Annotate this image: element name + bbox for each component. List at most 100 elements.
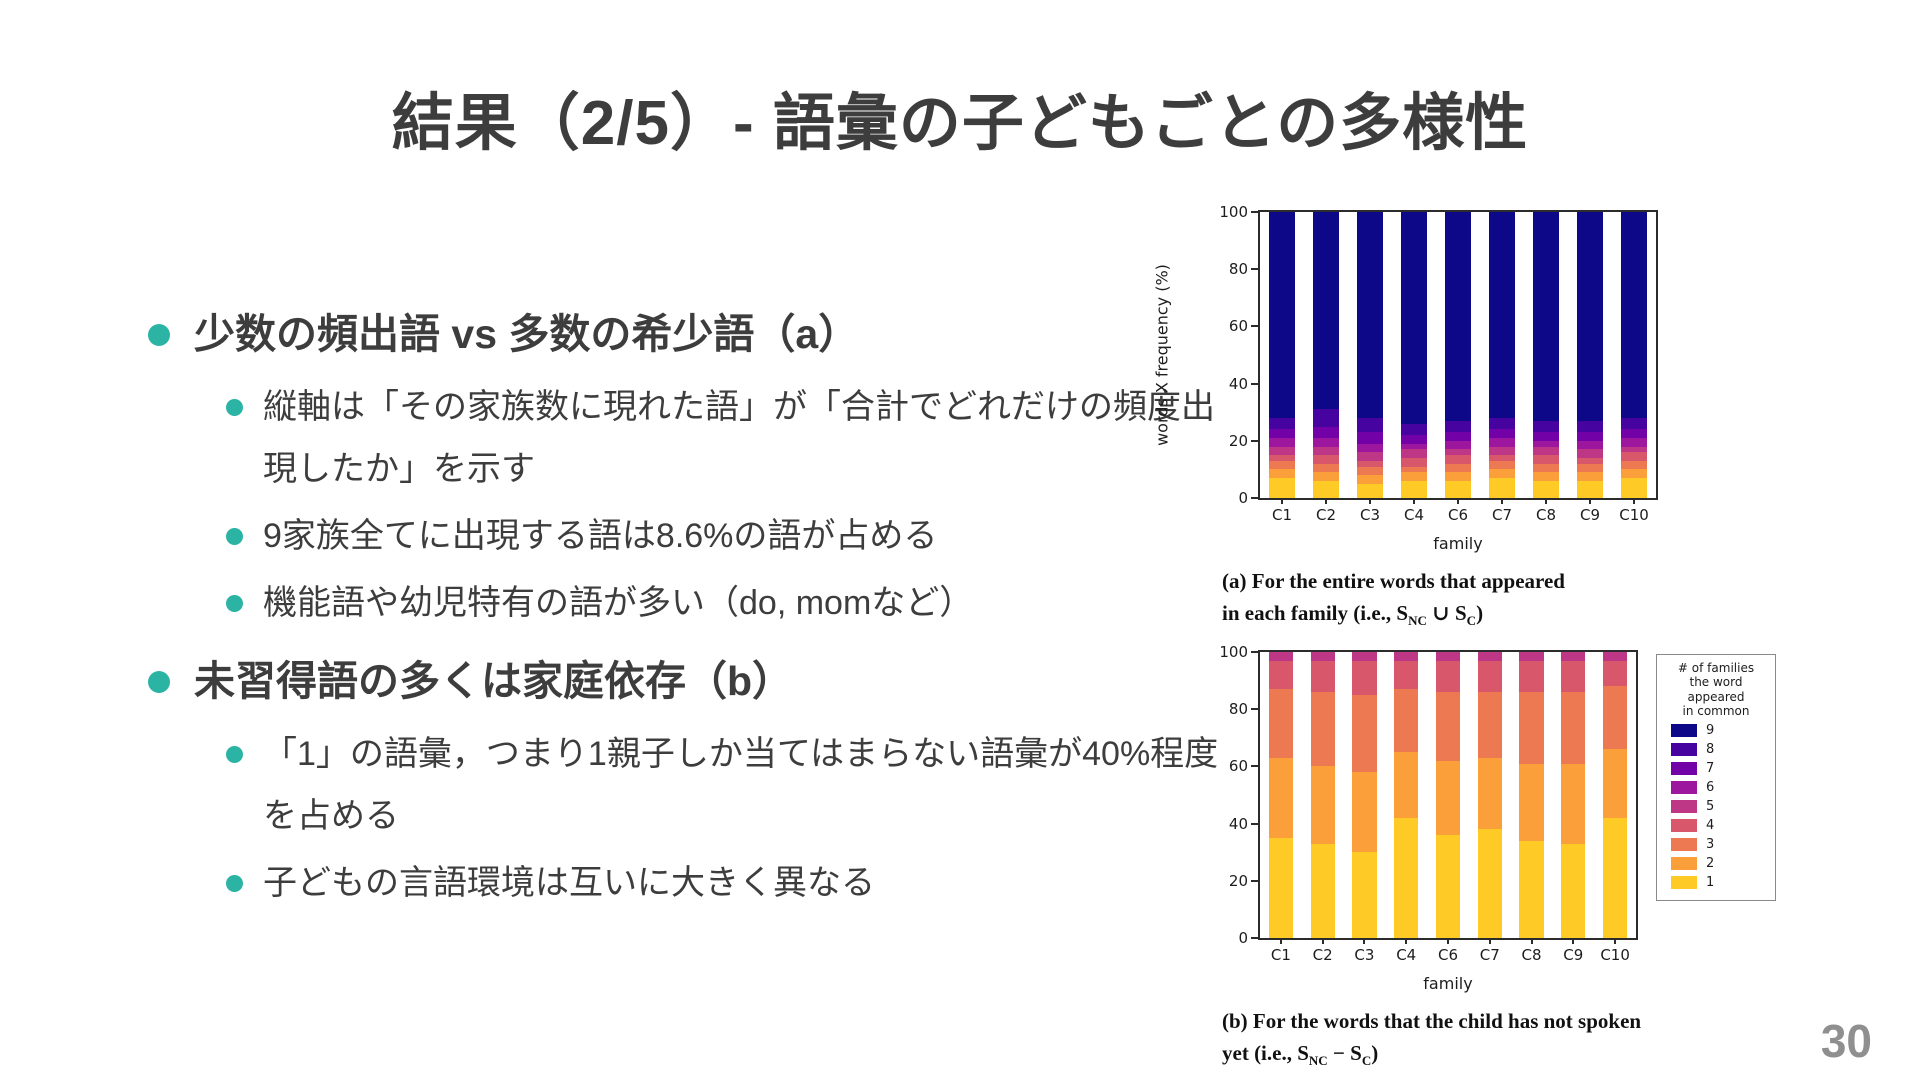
bar-segment-5	[1445, 449, 1471, 456]
chart-b-caption: (b) For the words that the child has not…	[1222, 1006, 1782, 1070]
bar-segment-1	[1352, 852, 1377, 938]
stacked-bar-C2	[1313, 212, 1339, 498]
x-tick-mark	[1530, 938, 1533, 944]
bar-segment-1	[1310, 843, 1335, 938]
y-tick-mark	[1251, 268, 1259, 271]
bar-segment-6	[1445, 440, 1471, 450]
bar-segment-3	[1477, 692, 1502, 758]
caption-line: yet (i.e., SNC − SC)	[1222, 1038, 1782, 1071]
y-tick-label: 0	[1238, 929, 1248, 947]
bar-segment-6	[1313, 437, 1339, 447]
legend-title: appeared	[1687, 689, 1745, 704]
x-tick-label: C8	[1535, 506, 1556, 524]
stacked-bar-C1	[1269, 212, 1295, 498]
list-item: 子どもの言語環境は互いに大きく異なる	[226, 852, 1228, 915]
bar-segment-9	[1269, 212, 1295, 418]
caption-line: in each family (i.e., SNC ∪ SC)	[1222, 598, 1742, 631]
caption-text: )	[1371, 1040, 1379, 1065]
caption-text: ∪ S	[1426, 600, 1467, 625]
bar-segment-1	[1519, 840, 1544, 938]
stacked-bar-C8	[1519, 652, 1544, 938]
y-tick-mark	[1251, 765, 1259, 768]
page-number: 30	[1820, 1015, 1872, 1067]
y-tick-label: 20	[1228, 871, 1248, 890]
chart-a-y-axis-label: words X frequency (%)	[1152, 264, 1172, 446]
stacked-bar-C9	[1577, 212, 1603, 498]
bar-segment-1	[1435, 835, 1461, 938]
bar-segment-4	[1602, 660, 1628, 687]
bar-segment-8	[1401, 423, 1427, 436]
x-tick-label: C6	[1447, 506, 1469, 524]
x-tick-label: C2	[1315, 506, 1337, 524]
bar-segment-3	[1602, 686, 1628, 750]
bar-segment-2	[1489, 469, 1515, 478]
bar-segment-1	[1533, 480, 1559, 498]
page-title: 結果（2/5）- 語彙の子どもごとの多様性	[391, 89, 1529, 158]
bar-segment-7	[1533, 432, 1559, 441]
bar-segment-4	[1533, 455, 1559, 464]
bar-segment-7	[1621, 429, 1647, 438]
legend-title: # of families	[1677, 661, 1755, 675]
legend-label: 2	[1706, 855, 1715, 871]
list-item: 未習得語の多くは家庭依存（b）	[148, 651, 1228, 713]
bar-segment-9	[1621, 212, 1647, 418]
bar-segment-1	[1602, 817, 1628, 938]
bar-segment-5	[1519, 652, 1544, 661]
legend-entry: 4	[1671, 818, 1771, 833]
bar-segment-5	[1310, 652, 1335, 661]
x-tick-label: C10	[1600, 946, 1630, 964]
x-tick-label: C2	[1312, 946, 1333, 964]
bullet-text: 9家族全てに出現する語は8.6%の語が占める	[263, 517, 938, 556]
caption-text: − S	[1327, 1040, 1362, 1065]
legend-entry: 6	[1671, 780, 1771, 795]
legend-swatch	[1671, 875, 1697, 889]
y-tick-mark	[1251, 325, 1259, 328]
stacked-bar-C10	[1602, 652, 1628, 938]
x-tick-label: C1	[1270, 946, 1291, 964]
bar-segment-8	[1577, 420, 1603, 433]
bar-segment-2	[1519, 763, 1544, 841]
bar-segment-4	[1401, 457, 1427, 467]
bar-segment-4	[1268, 660, 1293, 690]
chart-b-plot-area: 0 20 40 60 80 100 C1 C2 C3 C4 C6 C7 C8 C9 C10	[1219, 644, 1638, 964]
x-tick-label: C7	[1491, 506, 1513, 524]
chart-a-caption: (a) For the entire words that appeared i…	[1222, 566, 1742, 630]
bullet-icon	[226, 398, 243, 416]
x-tick-label: C6	[1437, 946, 1458, 964]
bar-segment-1	[1489, 477, 1515, 498]
bar-segment-5	[1357, 452, 1383, 461]
y-tick-mark	[1251, 439, 1259, 442]
bar-segment-6	[1489, 437, 1515, 447]
stacked-bar-C6	[1435, 652, 1461, 938]
bar-segment-4	[1352, 660, 1377, 695]
bar-segment-3	[1394, 689, 1419, 753]
bar-segment-5	[1394, 652, 1419, 661]
list-item: 縦軸は「その家族数に現れた語」が「合計でどれだけの頻度出現したか」を示す	[226, 376, 1228, 502]
x-tick-mark	[1614, 938, 1617, 944]
y-tick-mark	[1251, 822, 1259, 825]
bar-segment-4	[1489, 455, 1515, 461]
bar-segment-4	[1477, 660, 1502, 693]
x-tick-label: C10	[1619, 506, 1649, 524]
bar-segment-5	[1489, 446, 1515, 456]
caption-subscript: NC	[1408, 612, 1427, 628]
bar-segment-5	[1268, 652, 1293, 661]
x-tick-mark	[1363, 938, 1366, 944]
bar-segment-9	[1401, 212, 1427, 424]
stacked-bar-C4	[1401, 212, 1427, 498]
legend-label: 8	[1706, 741, 1715, 757]
chart-b-x-axis-label: family	[1423, 974, 1473, 993]
legend-entry: 8	[1671, 742, 1771, 757]
x-tick-label: C4	[1403, 506, 1424, 524]
bar-segment-6	[1577, 440, 1603, 450]
bar-segment-5	[1477, 652, 1502, 661]
bar-segment-2	[1445, 472, 1471, 481]
x-tick-mark	[1447, 938, 1449, 944]
bar-segment-2	[1477, 757, 1502, 830]
bar-segment-8	[1533, 420, 1559, 433]
bar-segment-4	[1561, 660, 1586, 693]
x-tick-label: C9	[1579, 506, 1601, 524]
caption-text: (b) For the words that the child has not…	[1222, 1009, 1642, 1033]
caption-text: )	[1476, 600, 1484, 625]
bar-segment-5	[1435, 652, 1461, 661]
